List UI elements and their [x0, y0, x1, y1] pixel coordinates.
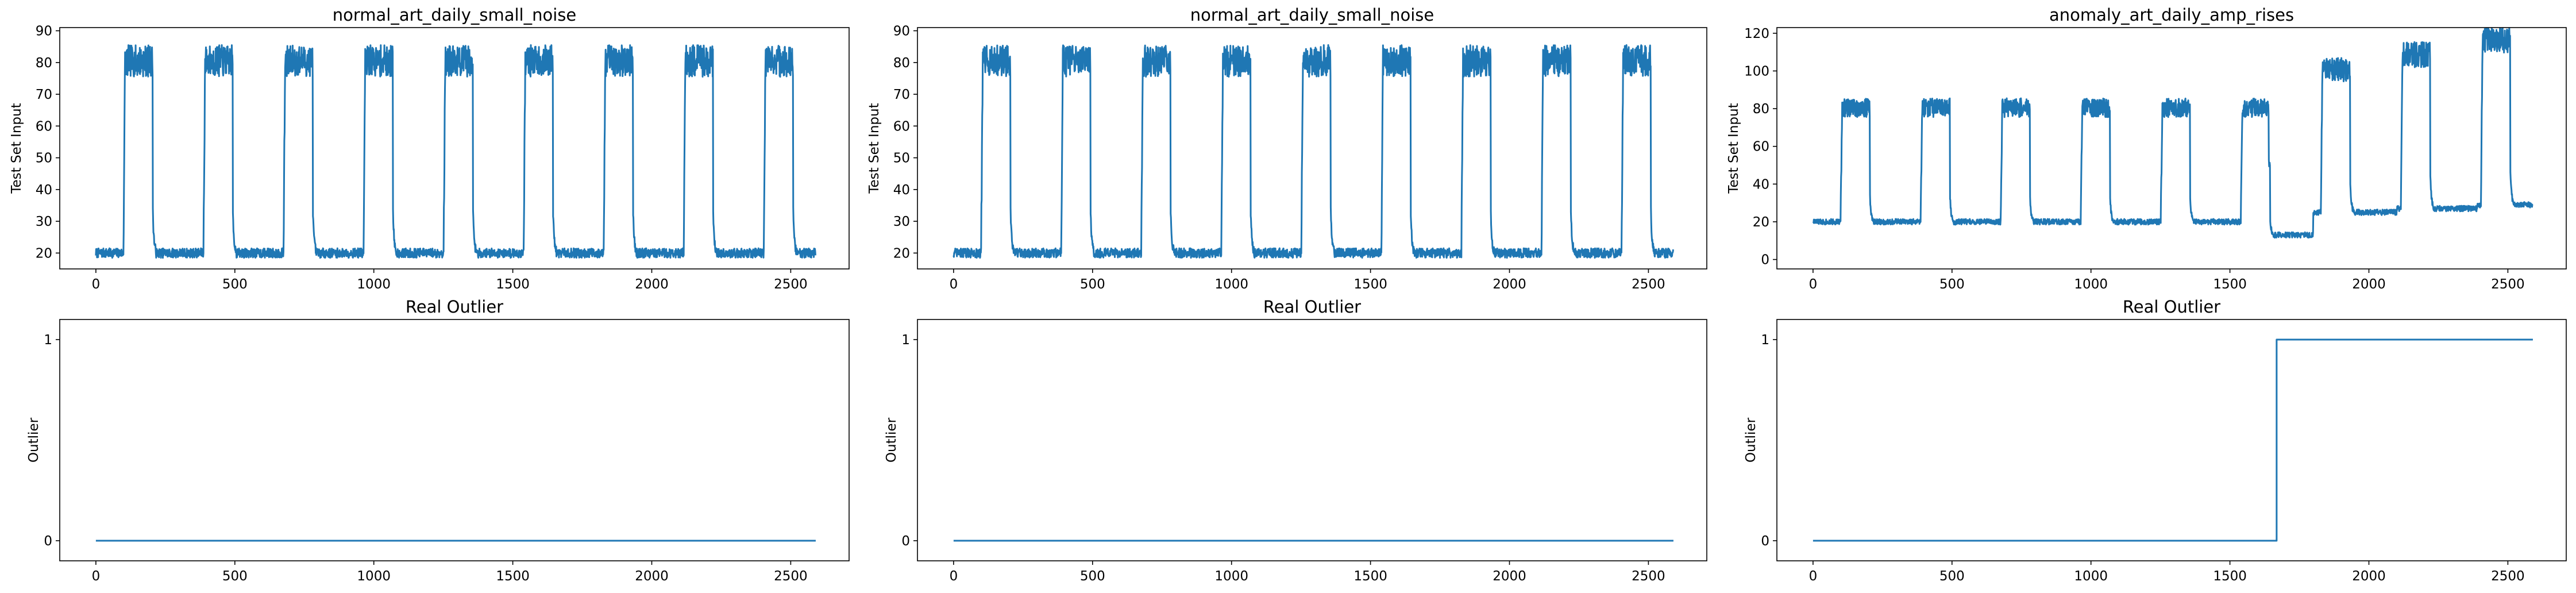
x-tick-label: 1000 — [357, 569, 391, 584]
y-tick-label: 80 — [893, 56, 910, 71]
subplot-2: 0 500 1000 1500 2000 2500 20 30 40 50 60 70 80 90 norm… — [867, 5, 1707, 292]
y-tick-label: 100 — [1744, 64, 1769, 79]
subplot-title: Real Outlier — [2123, 297, 2220, 317]
y-tick-label: 90 — [893, 24, 910, 39]
x-tick-label: 2000 — [1493, 569, 1526, 584]
y-tick-label: 70 — [36, 87, 52, 102]
x-tick-label: 1500 — [1353, 277, 1387, 292]
x-tick-label: 1000 — [2074, 569, 2108, 584]
axes-frame — [917, 27, 1707, 269]
subplot-title: Real Outlier — [406, 297, 503, 317]
x-tick-label: 2500 — [1632, 277, 1665, 292]
x-tick-label: 500 — [1939, 277, 1965, 292]
y-tick-label: 90 — [36, 24, 52, 39]
y-tick-label: 60 — [1753, 140, 1769, 155]
x-tick-label: 1500 — [1353, 569, 1387, 584]
y-tick-label: 0 — [901, 534, 910, 549]
y-tick-label: 50 — [893, 151, 910, 166]
y-tick-label: 20 — [893, 246, 910, 261]
y-axis-label: Outlier — [26, 417, 41, 463]
y-tick-label: 1 — [44, 333, 52, 348]
x-tick-label: 2000 — [1493, 277, 1526, 292]
y-tick-label: 1 — [901, 333, 910, 348]
subplot-title: Real Outlier — [1263, 297, 1361, 317]
axes-frame — [917, 319, 1707, 561]
x-tick-label: 2000 — [2352, 277, 2386, 292]
series-line — [1813, 338, 2533, 542]
x-tick-label: 2500 — [2491, 277, 2525, 292]
y-tick-label: 40 — [36, 183, 52, 198]
y-tick-label: 1 — [1761, 333, 1769, 348]
subplot-3: 0 500 1000 1500 2000 2500 0 20 40 60 80 100 120 anoma… — [1726, 5, 2567, 292]
x-tick-label: 0 — [950, 277, 958, 292]
x-tick-label: 1000 — [2074, 277, 2108, 292]
subplot-4: 0 500 1000 1500 2000 2500 0 1 Real Outlier Outlie… — [26, 297, 850, 584]
x-tick-label: 1000 — [357, 277, 391, 292]
x-tick-label: 500 — [1080, 569, 1105, 584]
y-tick-label: 70 — [893, 87, 910, 102]
y-tick-label: 0 — [44, 534, 52, 549]
x-tick-label: 2500 — [774, 569, 808, 584]
x-tick-label: 2500 — [774, 277, 808, 292]
x-tick-label: 2500 — [1632, 569, 1665, 584]
y-axis-label: Test Set Input — [867, 103, 882, 194]
y-axis-label: Outlier — [884, 417, 899, 463]
y-tick-label: 80 — [36, 56, 52, 71]
series-line — [1812, 28, 2533, 239]
series-line — [952, 44, 1674, 259]
y-tick-label: 60 — [893, 119, 910, 134]
y-tick-label: 40 — [1753, 177, 1769, 192]
x-tick-label: 1500 — [2213, 569, 2247, 584]
y-tick-label: 0 — [1761, 534, 1769, 549]
subplot-6: 0 500 1000 1500 2000 2500 0 1 Real Outlier Outlie… — [1744, 297, 2567, 584]
x-tick-label: 0 — [1809, 569, 1818, 584]
y-tick-label: 40 — [893, 183, 910, 198]
x-tick-label: 2000 — [635, 569, 669, 584]
axes-frame — [59, 319, 850, 561]
subplot-title: normal_art_daily_small_noise — [1190, 5, 1434, 25]
x-tick-label: 500 — [1080, 277, 1105, 292]
subplot-title: normal_art_daily_small_noise — [333, 5, 577, 25]
y-axis-label: Test Set Input — [1726, 103, 1741, 194]
x-tick-label: 2500 — [2491, 569, 2525, 584]
y-tick-label: 120 — [1744, 26, 1769, 41]
y-tick-label: 30 — [893, 214, 910, 229]
x-tick-label: 2000 — [635, 277, 669, 292]
x-tick-label: 500 — [1939, 569, 1965, 584]
x-tick-label: 1500 — [496, 569, 530, 584]
axes-frame — [59, 27, 850, 269]
subplot-5: 0 500 1000 1500 2000 2500 0 1 Real Outlier Outlie… — [884, 297, 1707, 584]
x-tick-label: 0 — [950, 569, 958, 584]
y-tick-label: 30 — [36, 214, 52, 229]
y-tick-label: 50 — [36, 151, 52, 166]
y-axis-label: Test Set Input — [9, 103, 24, 194]
series-line — [95, 44, 816, 259]
x-tick-label: 1000 — [1214, 569, 1248, 584]
x-tick-label: 1500 — [496, 277, 530, 292]
x-tick-label: 2000 — [2352, 569, 2386, 584]
y-axis-label: Outlier — [1744, 417, 1759, 463]
axes-frame — [1776, 319, 2567, 561]
y-tick-label: 0 — [1761, 253, 1769, 268]
axes-frame — [1776, 27, 2567, 269]
x-tick-label: 500 — [222, 277, 248, 292]
y-tick-label: 80 — [1753, 102, 1769, 117]
x-tick-label: 1000 — [1214, 277, 1248, 292]
y-tick-label: 60 — [36, 119, 52, 134]
x-tick-label: 1500 — [2213, 277, 2247, 292]
x-tick-label: 500 — [222, 569, 248, 584]
subplot-title: anomaly_art_daily_amp_rises — [2049, 5, 2294, 25]
x-tick-label: 0 — [92, 569, 101, 584]
subplot-1: 0 500 1000 1500 2000 2500 20 30 40 50 60 70 80 90 norm… — [9, 5, 850, 292]
x-tick-label: 0 — [92, 277, 101, 292]
y-tick-label: 20 — [1753, 215, 1769, 230]
x-tick-label: 0 — [1809, 277, 1818, 292]
y-tick-label: 20 — [36, 246, 52, 261]
